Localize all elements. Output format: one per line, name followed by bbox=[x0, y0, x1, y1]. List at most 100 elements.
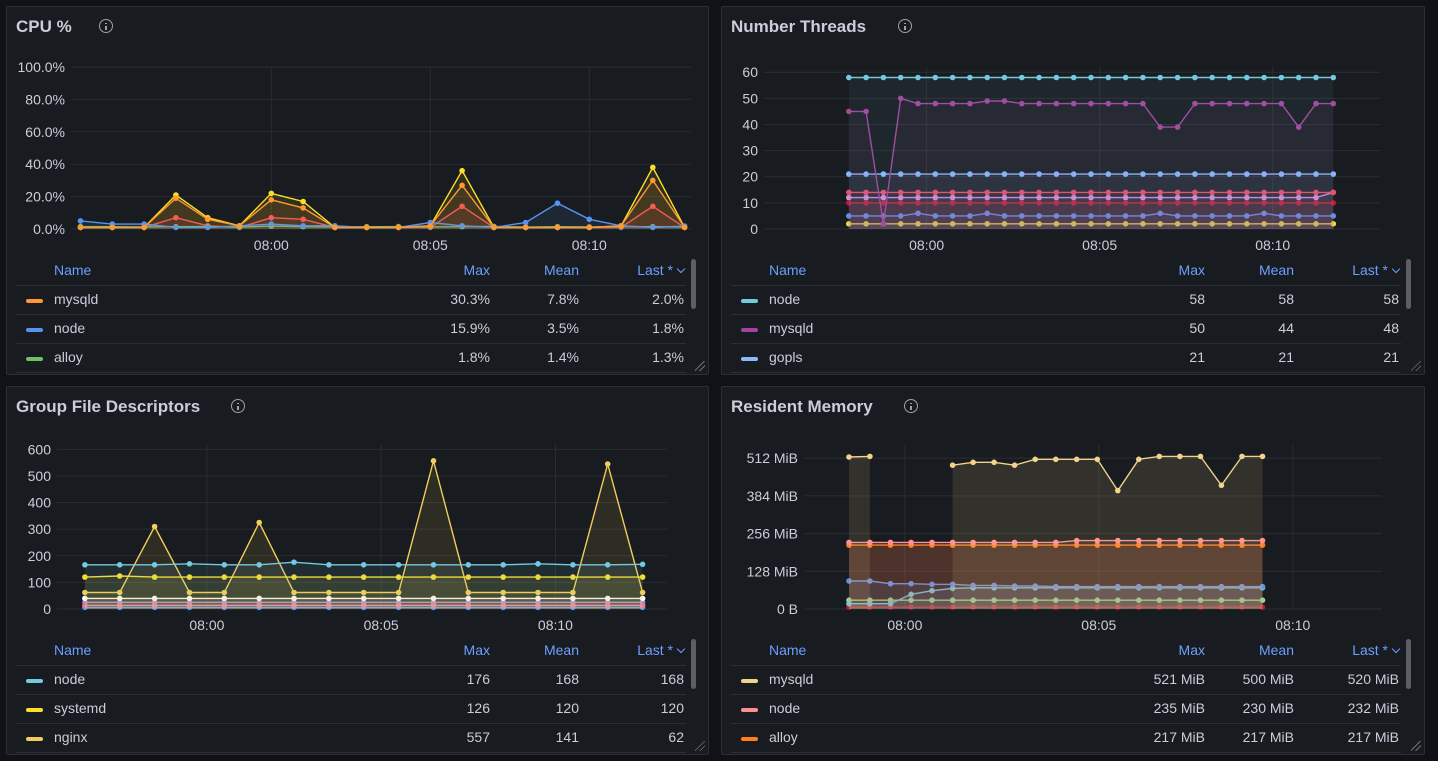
info-icon[interactable] bbox=[898, 19, 912, 33]
panel-title[interactable]: Group File Descriptors bbox=[16, 397, 201, 416]
data-point bbox=[970, 459, 976, 466]
series-area bbox=[848, 202, 1334, 229]
series-unnamed-5[interactable] bbox=[846, 597, 1266, 609]
data-point bbox=[1278, 171, 1285, 177]
legend-header-last[interactable]: Last * bbox=[1352, 642, 1401, 658]
data-point bbox=[867, 453, 873, 460]
legend-row[interactable]: mysqld 50 44 48 bbox=[731, 315, 1401, 344]
legend-row[interactable]: mysqld 521 MiB 500 MiB 520 MiB bbox=[731, 666, 1401, 695]
info-icon[interactable] bbox=[904, 399, 918, 413]
series-unnamed-3[interactable] bbox=[846, 578, 1266, 609]
legend-header-name[interactable]: Name bbox=[54, 642, 91, 658]
series-unnamed-7[interactable] bbox=[846, 221, 1337, 229]
data-point bbox=[1115, 597, 1121, 603]
legend-header-last[interactable]: Last * bbox=[1352, 262, 1401, 278]
legend-header-last[interactable]: Last * bbox=[637, 642, 686, 658]
series-gopls[interactable] bbox=[846, 171, 1337, 229]
data-point bbox=[1313, 221, 1319, 227]
info-icon[interactable] bbox=[99, 19, 113, 33]
legend-header-name[interactable]: Name bbox=[769, 262, 806, 278]
legend-max: 176 bbox=[466, 671, 490, 687]
legend-mean: 120 bbox=[555, 700, 579, 716]
data-point bbox=[915, 189, 921, 196]
panel-title[interactable]: Number Threads bbox=[731, 17, 867, 36]
series-node[interactable] bbox=[846, 537, 1266, 609]
resize-handle[interactable] bbox=[695, 361, 705, 371]
threads-chart[interactable]: 0 10 20 30 40 50 60 08:00 08:05 08:10 bbox=[722, 7, 1424, 257]
legend-row[interactable]: node 58 58 58 bbox=[731, 286, 1401, 315]
data-point bbox=[932, 194, 939, 201]
data-point bbox=[867, 578, 873, 584]
legend-header-mean-text: Mean bbox=[543, 642, 579, 658]
data-point bbox=[186, 589, 193, 596]
resident-memory-chart[interactable]: 0 B 128 MiB 256 MiB 384 MiB 512 MiB 08:00 08:0… bbox=[722, 387, 1424, 637]
legend-header-mean[interactable]: Mean bbox=[544, 642, 579, 658]
resize-handle[interactable] bbox=[1411, 741, 1421, 751]
series-mysqld[interactable] bbox=[77, 177, 688, 231]
data-point bbox=[1136, 583, 1142, 590]
legend-header-max[interactable]: Max bbox=[1179, 262, 1205, 278]
data-point bbox=[1192, 100, 1198, 107]
legend-row[interactable]: node 235 MiB 230 MiB 232 MiB bbox=[731, 695, 1401, 724]
series-mysqld[interactable] bbox=[846, 453, 1266, 609]
legend-scrollbar[interactable] bbox=[1406, 639, 1411, 689]
data-point bbox=[1177, 583, 1183, 590]
legend-scrollbar[interactable] bbox=[691, 259, 696, 309]
series-node[interactable] bbox=[846, 74, 1337, 229]
legend-mean: 21 bbox=[1278, 349, 1294, 365]
data-point bbox=[1105, 200, 1112, 206]
legend-row[interactable]: gopls 21 21 21 bbox=[731, 344, 1401, 373]
data-point bbox=[1295, 189, 1302, 196]
legend-row[interactable]: node 176 168 168 bbox=[16, 666, 686, 695]
data-point bbox=[1019, 194, 1025, 201]
legend-header-name[interactable]: Name bbox=[769, 642, 806, 658]
series-nginx[interactable] bbox=[82, 458, 646, 609]
legend-header-last[interactable]: Last * bbox=[637, 262, 686, 278]
legend-row[interactable]: alloy 1.8% 1.4% 1.3% bbox=[16, 344, 686, 373]
legend-header-mean[interactable]: Mean bbox=[1259, 262, 1294, 278]
data-point bbox=[221, 599, 228, 606]
legend-row[interactable]: alloy 217 MiB 217 MiB 217 MiB bbox=[731, 724, 1401, 753]
legend-row[interactable]: nginx 557 141 62 bbox=[16, 724, 686, 753]
legend-max: 235 MiB bbox=[1153, 700, 1205, 716]
data-point bbox=[77, 224, 84, 231]
legend-scrollbar[interactable] bbox=[1406, 259, 1411, 309]
legend-row[interactable]: mysqld 30.3% 7.8% 2.0% bbox=[16, 286, 686, 315]
data-point bbox=[1218, 604, 1225, 610]
series-mysqld[interactable] bbox=[846, 95, 1337, 230]
legend-row[interactable]: systemd 126 120 120 bbox=[16, 695, 686, 724]
resize-handle[interactable] bbox=[695, 741, 705, 751]
legend-header-max[interactable]: Max bbox=[464, 262, 490, 278]
legend-row[interactable]: node 15.9% 3.5% 1.8% bbox=[16, 315, 686, 344]
legend-header-mean[interactable]: Mean bbox=[1259, 642, 1294, 658]
data-point bbox=[681, 224, 688, 231]
legend-header-last-text: Last * bbox=[1352, 262, 1388, 278]
series-node[interactable] bbox=[82, 559, 646, 609]
data-point bbox=[1174, 124, 1181, 130]
series-color-swatch bbox=[741, 737, 758, 741]
panel-title[interactable]: CPU % bbox=[16, 17, 72, 36]
data-point bbox=[570, 589, 576, 596]
series-unnamed-4[interactable] bbox=[846, 200, 1337, 229]
cpu-chart[interactable]: 0.0% 20.0% 40.0% 60.0% 80.0% 100.0% 08:00 08:05… bbox=[7, 7, 708, 257]
series-area bbox=[848, 174, 1334, 229]
series-unnamed-3[interactable] bbox=[846, 189, 1337, 229]
resize-handle[interactable] bbox=[1411, 361, 1421, 371]
series-unnamed-3[interactable] bbox=[82, 595, 646, 609]
data-point bbox=[1136, 597, 1142, 603]
series-systemd[interactable] bbox=[82, 573, 646, 609]
file-descriptors-chart[interactable]: 0 100 200 300 400 500 600 08:00 08:05 08:10 bbox=[7, 387, 708, 637]
series-unnamed-4[interactable] bbox=[82, 599, 646, 610]
data-point bbox=[186, 561, 193, 567]
data-point bbox=[1244, 189, 1250, 196]
panel-title[interactable]: Resident Memory bbox=[731, 397, 873, 416]
legend-scrollbar[interactable] bbox=[691, 639, 696, 689]
legend-header-max[interactable]: Max bbox=[1179, 642, 1205, 658]
info-icon[interactable] bbox=[231, 399, 245, 413]
grid bbox=[804, 444, 1382, 610]
legend-header-name[interactable]: Name bbox=[54, 262, 91, 278]
legend-header-mean[interactable]: Mean bbox=[544, 262, 579, 278]
series-unnamed-6[interactable] bbox=[846, 210, 1337, 230]
legend-header-max[interactable]: Max bbox=[464, 642, 490, 658]
series-unnamed-6[interactable] bbox=[846, 604, 1266, 610]
